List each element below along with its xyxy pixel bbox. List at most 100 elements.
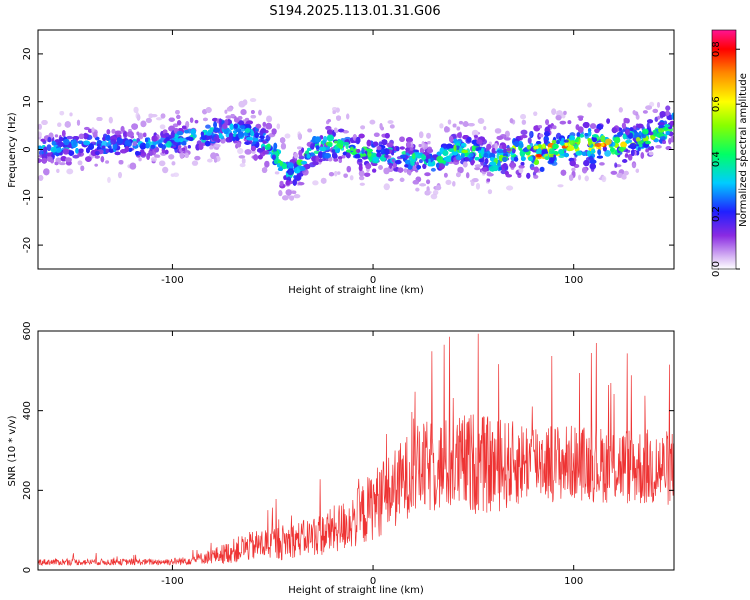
heat-cell <box>83 126 90 131</box>
heat-cell <box>539 166 545 172</box>
heat-cell <box>47 136 52 143</box>
heat-cell <box>664 124 671 128</box>
heat-cell <box>372 168 377 173</box>
heat-cell <box>404 159 411 165</box>
heat-cell <box>489 161 497 166</box>
heat-cell <box>118 159 124 165</box>
heat-cell <box>249 98 257 103</box>
heat-cell <box>372 156 380 162</box>
heat-cell <box>83 140 91 146</box>
heat-cell <box>116 137 124 145</box>
snr-x-axis-title: Height of straight line (km) <box>288 585 424 596</box>
heat-cell <box>239 125 246 129</box>
heat-cell <box>312 180 319 186</box>
heat-cell <box>657 121 665 126</box>
heat-cell <box>430 167 436 172</box>
heat-cell <box>262 150 270 155</box>
heat-cell <box>38 131 42 138</box>
y-tick-label: 200 <box>22 481 33 500</box>
heat-cell <box>346 113 350 120</box>
heat-cell <box>244 141 251 145</box>
heat-cell <box>625 140 630 144</box>
heat-cell <box>68 150 75 156</box>
heat-cell <box>299 166 306 171</box>
heat-cell <box>166 140 172 148</box>
heat-cell <box>294 174 302 181</box>
heat-cell <box>292 179 297 186</box>
heat-cell <box>589 155 594 160</box>
heat-cell <box>657 128 665 133</box>
heat-cell <box>462 161 468 168</box>
heat-cell <box>506 185 514 191</box>
heat-cell <box>255 123 262 129</box>
heat-cell <box>327 119 331 123</box>
heat-cell <box>200 131 204 137</box>
heat-cell <box>538 125 542 129</box>
heat-cell <box>41 153 48 160</box>
heat-cell <box>343 141 350 146</box>
y-tick-label: 400 <box>22 401 33 420</box>
heat-cell <box>129 162 137 170</box>
heat-cell <box>563 152 569 158</box>
heat-cell <box>251 150 256 154</box>
heat-cell <box>261 146 266 152</box>
heat-cell <box>426 148 434 154</box>
heat-cell <box>108 116 113 124</box>
heat-cell <box>424 172 431 177</box>
heat-cell <box>471 129 479 137</box>
heat-cell <box>496 135 504 140</box>
heat-cell <box>159 124 166 130</box>
heat-cell <box>544 131 550 137</box>
heat-cell <box>77 140 83 144</box>
heat-cell <box>143 132 147 138</box>
heat-cell <box>668 138 672 145</box>
heat-cell <box>110 138 117 145</box>
heat-cell <box>509 118 514 124</box>
heat-cell <box>250 130 255 137</box>
heat-cell <box>665 130 671 136</box>
heat-cell <box>568 174 574 181</box>
heat-cell <box>150 156 157 162</box>
heat-cell <box>657 115 661 120</box>
heat-cell <box>236 142 242 148</box>
heat-cell <box>545 119 549 125</box>
heat-cell <box>108 148 115 153</box>
heat-cell <box>361 147 365 155</box>
heat-cell <box>321 146 327 152</box>
heat-cell <box>213 127 220 133</box>
heat-cell <box>533 145 539 150</box>
colorbar-tick-label: 0.6 <box>711 96 722 112</box>
heat-cell <box>549 154 554 158</box>
heat-cell <box>665 110 670 117</box>
heat-cell <box>604 150 612 157</box>
heat-cell <box>461 149 468 154</box>
heat-cell <box>324 152 331 159</box>
heat-cell <box>112 143 118 150</box>
heat-cell <box>605 138 612 145</box>
heat-cell <box>584 175 589 182</box>
snr-frame <box>37 330 675 571</box>
heat-cell <box>46 156 53 162</box>
heat-cell <box>46 152 53 157</box>
heat-cell <box>477 118 485 124</box>
heat-cell <box>548 150 555 155</box>
heat-cell <box>54 139 61 143</box>
heat-cell <box>289 195 295 201</box>
heat-cell <box>456 126 461 131</box>
heat-cell <box>94 150 100 156</box>
heat-cell <box>629 127 634 132</box>
heat-cell <box>436 162 440 169</box>
heat-cell <box>606 118 610 124</box>
heat-cell <box>38 145 43 151</box>
heat-cell <box>132 140 137 147</box>
snr-series-line <box>38 333 674 567</box>
heat-cell <box>486 178 491 182</box>
heat-cell <box>77 160 83 166</box>
heat-cell <box>184 129 189 134</box>
heat-cell <box>117 171 123 179</box>
heat-cell <box>297 146 302 150</box>
snr-x-ticks: -100 0 100 <box>161 331 583 587</box>
heat-cell <box>521 119 527 125</box>
heat-cell <box>100 140 108 148</box>
